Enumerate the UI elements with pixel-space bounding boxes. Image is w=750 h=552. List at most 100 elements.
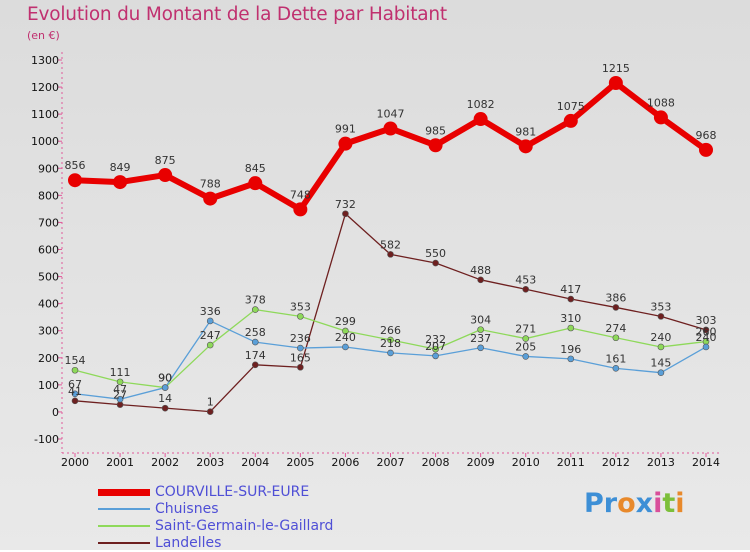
data-label: 788: [200, 178, 221, 191]
y-tick-label: 0: [52, 406, 59, 419]
data-point: [657, 313, 665, 320]
data-point: [518, 139, 533, 154]
data-point: [432, 345, 439, 353]
y-tick-label: 100: [38, 379, 59, 392]
data-point: [342, 343, 349, 351]
data-point: [116, 395, 124, 403]
y-tick-label: 600: [38, 244, 59, 257]
data-point: [293, 202, 308, 217]
data-point: [71, 390, 79, 398]
x-tick-label: 2011: [557, 456, 585, 469]
data-label: 260: [696, 326, 717, 339]
data-label: 207: [425, 340, 446, 353]
data-label: 258: [245, 326, 266, 339]
data-label: 237: [470, 332, 491, 345]
data-point: [612, 304, 620, 311]
x-tick-label: 2000: [61, 456, 89, 469]
data-label: 303: [696, 314, 717, 327]
data-label: 111: [110, 366, 131, 379]
y-tick-label: 700: [38, 216, 59, 229]
data-label: 1215: [602, 62, 630, 75]
data-label: 232: [425, 333, 446, 346]
data-label: 550: [425, 247, 446, 260]
data-point: [68, 173, 82, 188]
data-point: [297, 363, 304, 371]
x-tick-label: 2009: [467, 456, 495, 469]
data-label: 353: [290, 300, 311, 313]
data-point: [477, 326, 484, 333]
legend-label: Landelles: [155, 535, 222, 551]
data-point: [702, 343, 710, 351]
data-point: [338, 136, 353, 151]
data-point: [432, 259, 439, 267]
unit-label: (en €): [27, 29, 60, 42]
data-point: [161, 404, 169, 412]
data-label: 236: [290, 332, 311, 345]
data-point: [567, 355, 575, 363]
x-tick-label: 2010: [512, 456, 540, 469]
data-label: 90: [158, 372, 172, 385]
data-label: 47: [113, 383, 127, 396]
data-point: [567, 324, 575, 332]
data-point: [612, 334, 620, 342]
chart-title: Evolution du Montant de la Dette par Hab…: [27, 4, 447, 25]
data-label: 90: [158, 372, 172, 385]
data-point: [387, 251, 394, 258]
y-tick-label: -100: [34, 433, 59, 446]
data-point: [71, 366, 79, 374]
axes: -100 0 100 200 300 400 500 600 700 800 900 1000 1100…: [31, 52, 720, 469]
data-label: 981: [515, 125, 536, 138]
data-labels: 856 849 875 788 845 748 991 1047 985 1082 981 1075 1…: [65, 62, 717, 409]
data-point: [477, 276, 484, 284]
data-point: [71, 397, 79, 405]
data-label: 165: [290, 351, 311, 364]
data-label: 453: [515, 273, 536, 286]
data-point: [477, 344, 484, 352]
data-label: 1082: [467, 98, 495, 111]
x-tick-label: 2012: [602, 456, 630, 469]
data-label: 310: [560, 312, 581, 325]
data-point: [522, 285, 530, 293]
data-point: [161, 384, 169, 391]
data-label: 218: [380, 337, 401, 350]
data-label: 1: [207, 396, 214, 409]
data-point: [657, 343, 665, 351]
data-point: [387, 336, 394, 344]
data-label: 845: [245, 162, 266, 175]
data-label: 1047: [377, 107, 405, 120]
x-tick-label: 2005: [286, 456, 314, 469]
x-tick-label: 2013: [647, 456, 675, 469]
data-label: 417: [560, 283, 581, 296]
data-point: [657, 369, 665, 376]
series-layer: [68, 76, 713, 415]
x-tick-label: 2001: [106, 456, 134, 469]
x-tick-label: 2008: [422, 456, 450, 469]
data-point: [116, 401, 124, 408]
data-point: [342, 210, 349, 218]
y-tick-label: 1200: [31, 81, 59, 94]
data-point: [158, 168, 173, 183]
data-label: 174: [245, 349, 266, 362]
data-point: [251, 306, 259, 313]
x-tick-label: 2003: [196, 456, 224, 469]
y-tick-label: 900: [38, 162, 59, 175]
legend-label: Chuisnes: [155, 501, 219, 517]
data-label: 240: [650, 331, 671, 344]
data-point: [248, 176, 263, 191]
series-line-0: [74, 80, 708, 213]
data-point: [206, 317, 214, 325]
data-label: 748: [290, 188, 311, 201]
data-label: 205: [515, 340, 536, 353]
x-tick-label: 2002: [151, 456, 179, 469]
data-label: 336: [200, 305, 221, 318]
data-label: 27: [113, 389, 127, 402]
data-point: [383, 121, 398, 136]
y-tick-label: 800: [38, 189, 59, 202]
legend-swatch: [98, 525, 150, 527]
y-tick-label: 1300: [31, 54, 59, 67]
data-point: [203, 191, 218, 206]
data-label: 161: [605, 352, 626, 365]
data-label: 14: [158, 392, 172, 405]
y-tick-label: 500: [38, 271, 59, 284]
data-label: 240: [696, 331, 717, 344]
